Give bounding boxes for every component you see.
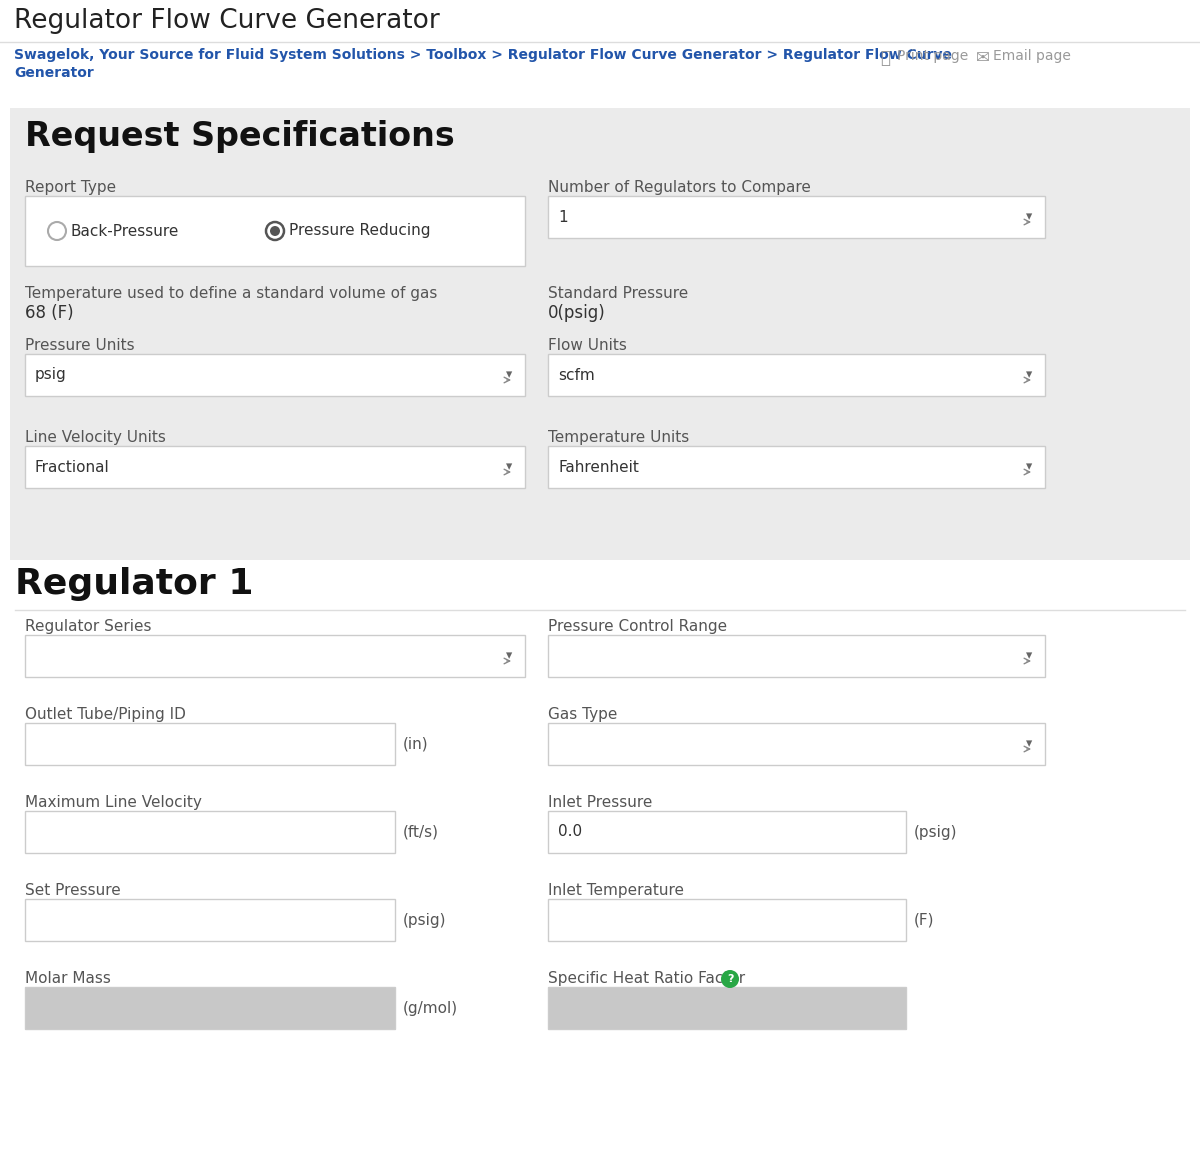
Text: ▾: ▾ (1026, 369, 1032, 381)
Text: Set Pressure: Set Pressure (25, 883, 121, 899)
Text: (g/mol): (g/mol) (403, 1000, 458, 1016)
Text: Inlet Pressure: Inlet Pressure (548, 794, 653, 810)
Text: Regulator Series: Regulator Series (25, 619, 151, 634)
Text: Print page: Print page (898, 49, 968, 63)
Text: Outlet Tube/Piping ID: Outlet Tube/Piping ID (25, 707, 186, 722)
Text: Temperature used to define a standard volume of gas: Temperature used to define a standard vo… (25, 285, 437, 301)
Text: Regulator 1: Regulator 1 (14, 567, 253, 601)
Text: ▾: ▾ (506, 369, 512, 381)
FancyBboxPatch shape (25, 987, 395, 1028)
Text: ▾: ▾ (1026, 211, 1032, 223)
FancyBboxPatch shape (25, 446, 526, 488)
Text: ▾: ▾ (1026, 461, 1032, 474)
Text: psig: psig (35, 367, 67, 383)
Text: Molar Mass: Molar Mass (25, 971, 110, 986)
Text: Regulator Flow Curve Generator: Regulator Flow Curve Generator (14, 8, 439, 34)
Text: Maximum Line Velocity: Maximum Line Velocity (25, 794, 202, 810)
FancyBboxPatch shape (25, 355, 526, 395)
Text: (F): (F) (914, 913, 935, 928)
Text: Request Specifications: Request Specifications (25, 121, 455, 153)
Text: (ft/s): (ft/s) (403, 825, 439, 840)
Text: Gas Type: Gas Type (548, 707, 617, 722)
FancyBboxPatch shape (548, 811, 906, 853)
Text: ✉: ✉ (976, 49, 990, 67)
Text: (in): (in) (403, 736, 428, 751)
Text: scfm: scfm (558, 367, 595, 383)
FancyBboxPatch shape (548, 723, 1045, 765)
FancyBboxPatch shape (548, 635, 1045, 677)
Text: Fahrenheit: Fahrenheit (558, 460, 638, 475)
Text: Standard Pressure: Standard Pressure (548, 285, 689, 301)
Text: Number of Regulators to Compare: Number of Regulators to Compare (548, 180, 811, 195)
FancyBboxPatch shape (548, 197, 1045, 238)
Text: 0(psig): 0(psig) (548, 304, 606, 322)
Text: Back-Pressure: Back-Pressure (71, 223, 179, 239)
Text: Pressure Control Range: Pressure Control Range (548, 619, 727, 634)
Text: 1: 1 (558, 209, 568, 225)
Text: ▾: ▾ (1026, 649, 1032, 662)
Text: Specific Heat Ratio Factor: Specific Heat Ratio Factor (548, 971, 745, 986)
Circle shape (270, 226, 280, 236)
Text: Inlet Temperature: Inlet Temperature (548, 883, 684, 899)
Text: ⎙: ⎙ (880, 49, 890, 67)
Text: Pressure Units: Pressure Units (25, 338, 134, 353)
Text: (psig): (psig) (403, 913, 446, 928)
Text: Generator: Generator (14, 66, 94, 80)
Text: (psig): (psig) (914, 825, 958, 840)
Text: ▾: ▾ (506, 461, 512, 474)
Text: 0.0: 0.0 (558, 825, 582, 840)
Text: Pressure Reducing: Pressure Reducing (289, 223, 431, 239)
FancyBboxPatch shape (548, 355, 1045, 395)
Text: Swagelok, Your Source for Fluid System Solutions > Toolbox > Regulator Flow Curv: Swagelok, Your Source for Fluid System S… (14, 48, 952, 62)
Text: Temperature Units: Temperature Units (548, 431, 689, 445)
FancyBboxPatch shape (548, 446, 1045, 488)
FancyBboxPatch shape (25, 811, 395, 853)
FancyBboxPatch shape (25, 723, 395, 765)
FancyBboxPatch shape (548, 987, 906, 1028)
FancyBboxPatch shape (548, 899, 906, 941)
FancyBboxPatch shape (25, 635, 526, 677)
FancyBboxPatch shape (10, 108, 1190, 560)
Text: Report Type: Report Type (25, 180, 116, 195)
Text: Email page: Email page (994, 49, 1070, 63)
Circle shape (721, 970, 739, 987)
FancyBboxPatch shape (25, 899, 395, 941)
Text: ▾: ▾ (506, 649, 512, 662)
Text: Line Velocity Units: Line Velocity Units (25, 431, 166, 445)
Text: Fractional: Fractional (35, 460, 109, 475)
FancyBboxPatch shape (25, 197, 526, 266)
Text: Flow Units: Flow Units (548, 338, 626, 353)
Text: ?: ? (727, 973, 733, 984)
Text: 68 (F): 68 (F) (25, 304, 73, 322)
Text: ▾: ▾ (1026, 737, 1032, 750)
